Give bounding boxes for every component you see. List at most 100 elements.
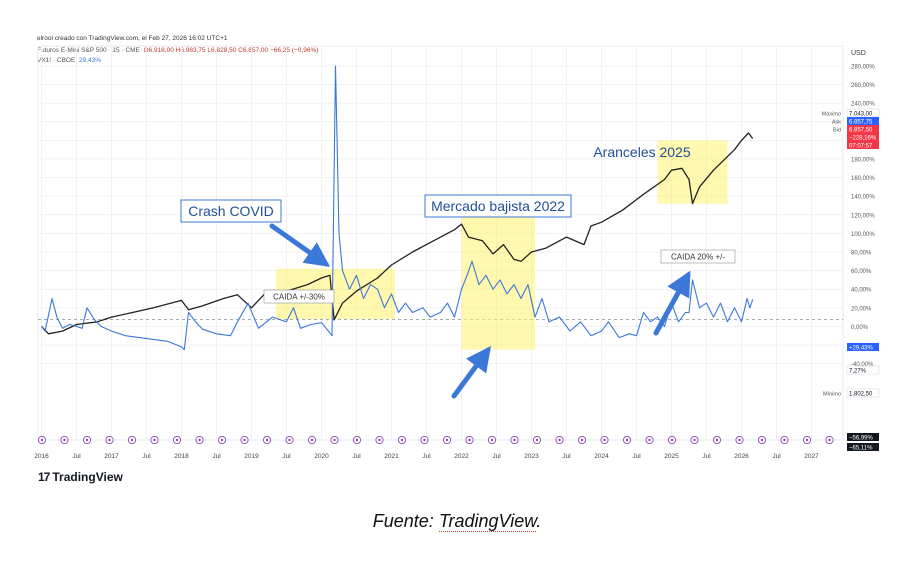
caption-prefix: Fuente: [372,511,439,531]
y-tick-label: 240,00% [851,102,875,108]
event-marker-dot [513,438,516,442]
note-text: CAIDA 20% +/- [671,253,725,262]
highlight-zone [461,196,535,350]
event-marker-dot [310,438,314,442]
x-axis: 2016 Jul 2017 Jul 2018 Jul 2019 Jul 2020 Jul 2021 J… [34,453,819,460]
event-marker-dot [738,438,741,442]
x-tick-label: 2017 [104,453,119,460]
y-tick-label: 60,00% [851,269,872,275]
caption-suffix: . [536,511,542,531]
event-marker-dot [378,438,381,442]
price-tag-value: 7,27% [849,368,867,374]
price-tag-box [847,125,879,133]
event-marker-dot [85,438,89,442]
price-tag-box [847,133,879,141]
event-marker-dot [175,438,179,442]
callout-text: Crash COVID [188,203,274,219]
callout-box [180,199,282,223]
event-marker-dot [63,438,66,442]
y-tick-label: 160,00% [851,176,875,182]
y-tick-label: -40,00% [851,362,874,368]
price-tag-name: Máximo [822,112,841,118]
price-tag-box [847,443,879,451]
price-tag-value: +29,43% [849,345,874,351]
source-caption: Fuente: TradingView. [0,511,914,532]
y-axis-unit: USD [851,50,866,57]
series-lines [41,65,754,351]
price-tag-value: −56,99% [849,435,874,441]
x-tick-label: Jul [772,453,781,460]
tradingview-logo-icon: 17 [38,470,50,484]
x-tick-label: 2023 [524,453,539,460]
event-marker-dot [670,438,674,442]
event-marker-dot [490,438,494,442]
y-tick-label: 0,00% [851,325,869,331]
gridlines [37,45,844,441]
series-vix [41,65,754,351]
plot-frame [37,45,844,441]
event-marker-dot [715,438,719,442]
event-marker-dot [603,438,606,442]
event-marker-dot [535,438,539,442]
event-marker-dot [805,438,809,442]
event-marker-dot [625,438,629,442]
callout-box [424,194,572,218]
event-marker-dot [288,438,291,442]
note-box [263,289,335,304]
highlight-zone [657,140,728,204]
event-marker-dot [355,438,359,442]
arrow-icon [451,345,491,399]
symbol-name[interactable]: Futuros E-Mini S&P 500 · 15 · CME [37,47,140,54]
x-tick-label: Jul [422,453,431,460]
event-marker-dot [243,438,246,442]
y-tick-label: 280,00% [851,65,875,71]
y-tick-label: 100,00% [851,232,875,238]
event-marker-dot [558,438,561,442]
event-marker-dot [108,438,111,442]
event-marker-dot [468,438,471,442]
event-marker-dot [445,438,449,442]
event-marker-dot [828,438,831,442]
ohlc-values: O6.918,00 H6.983,75 L6.828,50 C6.857,00 … [143,47,319,54]
x-tick-label: 2026 [734,453,749,460]
price-tag-box [847,117,879,125]
x-tick-label: Jul [72,453,81,460]
x-tick-label: 2024 [594,453,609,460]
callout-text: Aranceles 2025 [593,144,691,160]
x-tick-label: 2025 [664,453,679,460]
price-tag-value: 6.857,50 [849,127,873,133]
event-marker-dot [198,438,201,442]
event-marker-dot [153,438,156,442]
event-marker-dot [423,438,426,442]
x-tick-label: Jul [562,453,571,460]
callout-text: Mercado bajista 2022 [431,198,565,214]
event-marker-dot [333,438,336,442]
arrow-icon [653,270,691,336]
x-tick-label: 2019 [244,453,259,460]
arrow-icon [269,223,331,267]
tradingview-logo[interactable]: 17 TradingView [38,470,123,484]
chart-credit: elrool creado con TradingView.com, el Fe… [37,35,228,42]
price-tag-value: 1.802,50 [849,391,873,397]
event-marker-dot [40,438,44,442]
event-marker-dot [400,438,404,442]
price-tag-value: 07:07:57 [849,143,873,149]
vix-symbol[interactable]: VX1! · CBOE [37,57,76,64]
symbol-ohlc: Futuros E-Mini S&P 500 · 15 · CME O6.918… [37,47,318,54]
highlight-zones [276,140,728,350]
event-marker-dot [760,438,764,442]
price-tag-name: Ask [832,120,841,126]
x-tick-label: 2016 [34,453,49,460]
event-marker-dot [130,438,134,442]
y-tick-label: 140,00% [851,195,875,201]
price-tag-box [847,433,879,441]
x-tick-label: 2018 [174,453,189,460]
x-tick-label: 2027 [804,453,819,460]
event-marker-row [37,435,834,445]
y-tick-label: 260,00% [851,83,875,89]
y-tick-label: 40,00% [851,288,872,294]
y-tick-label: 80,00% [851,251,872,257]
caption-source: TradingView [438,511,537,532]
x-tick-label: Jul [632,453,641,460]
